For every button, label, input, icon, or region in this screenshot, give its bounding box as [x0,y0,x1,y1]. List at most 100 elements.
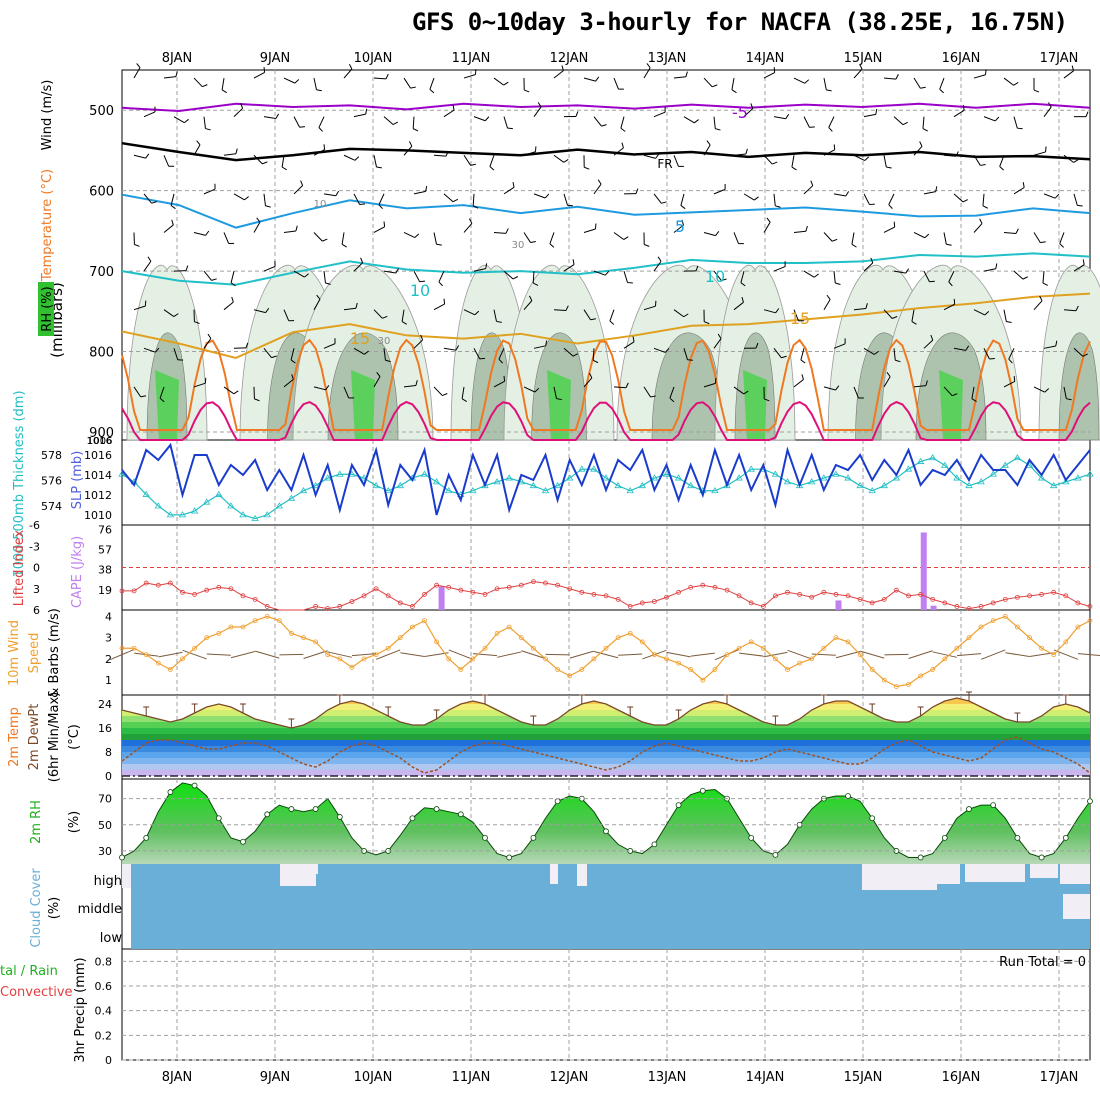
wind-barb-flag [274,261,276,267]
wind-barb [713,116,721,131]
wind-speed-marker [470,656,476,662]
rh-marker [336,814,343,820]
wind-barb [159,386,165,403]
wind-barb-shaft [791,155,795,168]
wind-barb-flag [654,300,657,307]
wind-barb-shaft [253,154,263,165]
surface-wind-barb [182,649,207,660]
wind-barb-shaft [939,77,945,90]
cape-tick-label: 57 [98,543,112,556]
slp-tick-label: 1012 [84,489,112,502]
wind-barb [583,372,593,388]
pressure-tick-label: 600 [89,185,114,200]
thickness-tick-label: 576 [41,475,62,488]
li-marker [1075,600,1081,606]
wind-barb [378,193,385,210]
wind-barb-flag [813,273,819,278]
wind-barb-shaft [653,111,666,118]
wind-barb-shaft [793,230,806,233]
wind-barb [851,232,857,248]
wind-barb-shaft [593,270,606,276]
wind-barb-flag [592,359,599,364]
wind-barb [1043,102,1052,117]
thickness-tick-label: 578 [41,449,62,462]
cloud-gap [550,864,558,884]
wind-barb-shaft [893,348,896,361]
wind-barb-flag [1033,89,1040,93]
wind-barb-shaft [613,77,619,90]
contour-label: -5 [732,103,748,122]
surface-wind-barb [981,649,1006,660]
wind-barb-flag [376,166,382,169]
wind-barb-shaft [851,232,855,245]
wind-speed-marker [518,635,524,641]
cloud-unit-label: (%) [47,897,62,920]
precip-tick-label: 0.2 [95,1029,113,1042]
wind-barb-shaft [853,68,863,79]
wind-barb-shaft [163,155,170,167]
wind-speed-marker [494,630,500,636]
contour-label: 15 [350,329,370,348]
wind-barb-shaft [823,386,836,391]
wind-barb-flag [484,116,490,122]
wind-barb-shaft [163,309,175,317]
rh2m-unit-label: (%) [67,811,82,834]
wind-barb [523,295,533,311]
li-marker [434,582,440,588]
thickness-marker [360,474,368,481]
wind-barb-shaft [1042,271,1045,284]
li-marker [1039,592,1044,597]
wind-barb-flag [151,201,157,204]
li-marker [664,594,669,600]
thickness-marker [650,474,659,481]
wind-barb [680,193,686,210]
wind-barb [253,386,260,402]
wind-barb [1008,348,1015,364]
wind-barb-flag [392,121,399,125]
wind-barb-shaft [793,379,804,388]
wind-barb-flag [930,334,934,341]
wind-barb-flag [1042,282,1048,286]
wind-barb-shaft [133,67,141,79]
wind-barb-flag [1040,241,1046,244]
wind-barb-shaft [833,271,836,284]
wind-barb [613,142,624,156]
wind-barb-flag [1039,295,1043,301]
wind-barb-flag [775,308,780,314]
wind-barb-flag [1075,305,1079,311]
wind-barb-flag [601,124,607,127]
wind-barb [853,154,870,161]
wind-barb [853,386,864,399]
wind-speed-marker [652,652,657,658]
wind-barb-shaft [971,386,975,399]
wind-barb-flag [376,371,381,377]
wind-barb-shaft [943,386,953,397]
wind-speed-marker [555,667,560,672]
wind-barb-flag [805,225,808,232]
thickness-axis-label: 1000-500mb Thickness (dm) [12,390,27,577]
wind-barb-flag [826,294,831,300]
wind-barb-flag [919,141,923,147]
rh-marker [845,793,851,799]
wind-barb-shaft [793,77,806,84]
rh-marker [506,854,513,861]
wind-barb [493,77,509,86]
wind-barb-flag [254,398,260,402]
wind-barb-shaft [343,68,353,79]
wind-speed-marker [857,652,863,658]
thickness-marker [372,481,380,489]
wind-barb [833,338,846,349]
wind-barb-flag [185,265,189,271]
wind-barb-flag [625,382,629,388]
thickness-marker [965,481,973,489]
wind-tick-label: 3 [105,632,112,645]
wind-barb-flag [271,355,277,359]
wind-barb-flag [929,280,935,283]
wind-barb-shaft [323,271,326,284]
wind-barb [373,309,388,319]
wind-speed-marker [192,645,198,651]
wind-barb [863,108,878,118]
contour-label: 10 [314,199,327,210]
wind-barb-shaft [498,348,505,360]
